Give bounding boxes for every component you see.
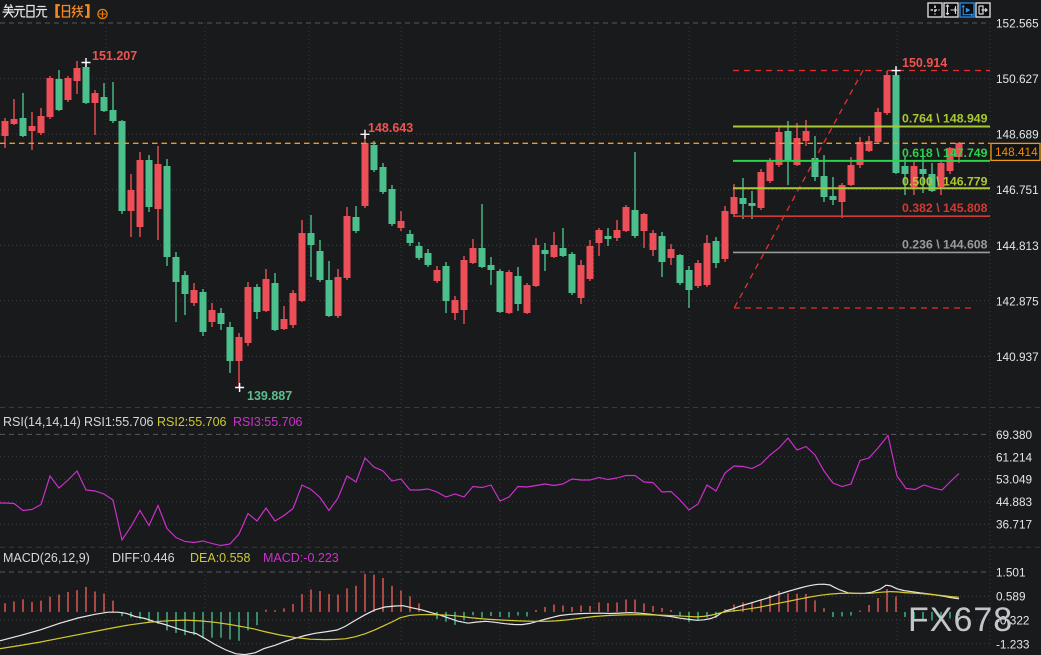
svg-text:MACD(26,12,9): MACD(26,12,9) (3, 551, 90, 565)
svg-text:148.414: 148.414 (995, 145, 1038, 159)
svg-text:0.236 \ 144.608: 0.236 \ 144.608 (902, 238, 988, 252)
svg-text:139.887: 139.887 (247, 389, 292, 403)
svg-text:150.627: 150.627 (996, 72, 1039, 86)
svg-text:0.589: 0.589 (996, 590, 1026, 604)
svg-text:151.207: 151.207 (92, 49, 137, 63)
svg-text:148.689: 148.689 (996, 128, 1039, 142)
svg-text:DIFF:0.446: DIFF:0.446 (112, 551, 175, 565)
svg-text:142.875: 142.875 (996, 294, 1039, 308)
svg-text:36.717: 36.717 (996, 518, 1032, 532)
svg-text:44.883: 44.883 (996, 495, 1033, 509)
svg-text:69.380: 69.380 (996, 428, 1033, 442)
svg-text:61.214: 61.214 (996, 450, 1033, 464)
svg-text:0.382 \ 145.808: 0.382 \ 145.808 (902, 201, 988, 215)
svg-text:152.565: 152.565 (996, 17, 1039, 31)
svg-text:FX678: FX678 (908, 601, 1013, 639)
svg-text:150.914: 150.914 (902, 56, 947, 70)
svg-text:-0.322: -0.322 (996, 614, 1029, 628)
svg-text:148.643: 148.643 (368, 121, 413, 135)
svg-text:1.501: 1.501 (996, 566, 1026, 580)
svg-text:-1.233: -1.233 (996, 637, 1030, 651)
svg-text:53.049: 53.049 (996, 473, 1032, 487)
svg-text:140.937: 140.937 (996, 350, 1039, 364)
svg-text:RSI1:55.706: RSI1:55.706 (84, 415, 154, 429)
svg-text:0.764 \ 148.949: 0.764 \ 148.949 (902, 112, 988, 126)
svg-text:RSI3:55.706: RSI3:55.706 (233, 415, 303, 429)
svg-text:144.813: 144.813 (996, 239, 1039, 253)
svg-text:0.500 \ 146.779: 0.500 \ 146.779 (902, 175, 988, 189)
svg-text:0.618 \ 147.749: 0.618 \ 147.749 (902, 146, 988, 160)
svg-text:146.751: 146.751 (996, 183, 1039, 197)
svg-text:RSI2:55.706: RSI2:55.706 (157, 415, 227, 429)
svg-text:MACD:-0.223: MACD:-0.223 (263, 551, 339, 565)
svg-text:DEA:0.558: DEA:0.558 (190, 551, 251, 565)
svg-text:RSI(14,14,14): RSI(14,14,14) (3, 415, 81, 429)
